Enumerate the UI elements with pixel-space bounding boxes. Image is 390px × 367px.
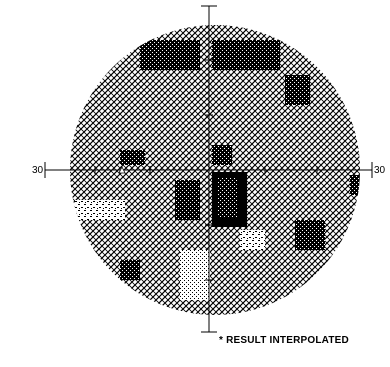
axes: [44, 5, 373, 333]
right-axis-label: 30: [374, 165, 386, 176]
right-upper-dark-patch: [285, 75, 310, 105]
lower-right-dark-patch: [295, 220, 325, 250]
lower-right-black-detail: [218, 178, 238, 218]
upper-left-quadrant: [75, 52, 200, 170]
lower-right-light-patch: [240, 230, 265, 250]
lower-left-dark-patch: [120, 260, 140, 280]
left-axis-label: 30: [32, 165, 44, 176]
result-interpolated-note: * RESULT INTERPOLATED: [219, 335, 349, 346]
left-light-patch: [75, 200, 125, 220]
center-left-dark-band: [175, 180, 200, 220]
lower-center-dots: [180, 250, 210, 300]
center-dark-patch: [212, 145, 232, 165]
upper-right-dark-zone: [212, 40, 280, 70]
upper-right-quadrant: [212, 52, 358, 170]
left-center-dark-patch: [120, 150, 145, 165]
right-edge-dark-patch: [350, 175, 360, 195]
upper-left-dark-zone: [140, 40, 200, 70]
blind-spot-marker-icon: [118, 166, 126, 174]
